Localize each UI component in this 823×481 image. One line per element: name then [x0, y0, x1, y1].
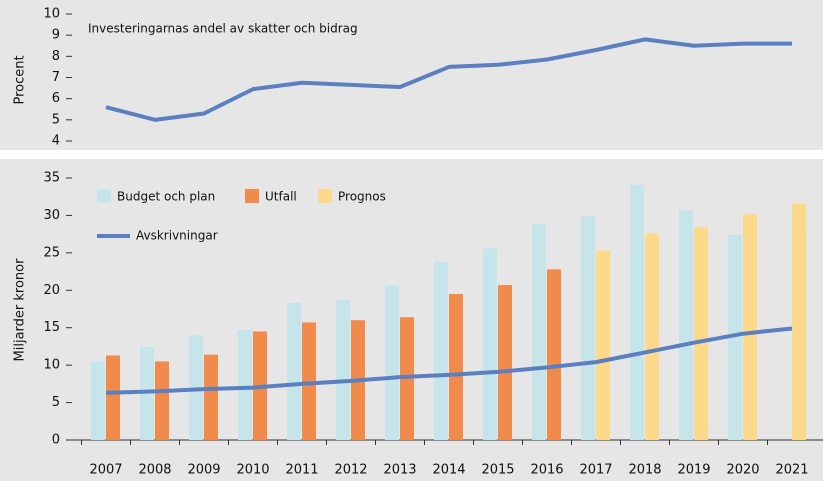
- y-tick-label: 7: [52, 70, 60, 85]
- x-tick-label: 2017: [579, 463, 612, 478]
- y-tick-label: 9: [52, 28, 60, 43]
- x-tick-label: 2012: [334, 463, 367, 478]
- y-axis-label: Miljarder kronor: [13, 258, 28, 362]
- separator: [0, 150, 823, 159]
- x-tick-label: 2009: [187, 463, 220, 478]
- y-tick-label: 30: [43, 208, 60, 223]
- y-tick-label: 6: [52, 91, 60, 106]
- legend-label: Budget och plan: [117, 190, 215, 204]
- y-tick-label: 10: [43, 358, 60, 373]
- legend-swatch: [318, 189, 332, 203]
- bar: [694, 227, 708, 440]
- y-tick-label: 25: [43, 245, 60, 260]
- bar: [743, 213, 757, 440]
- x-tick-label: 2016: [530, 463, 563, 478]
- bar: [106, 355, 120, 440]
- bar: [155, 361, 169, 440]
- legend-swatch: [245, 189, 259, 203]
- bar: [483, 248, 497, 440]
- bar: [630, 184, 644, 440]
- y-tick-label: 35: [43, 171, 60, 186]
- legend-label: Prognos: [338, 190, 386, 204]
- bar: [498, 285, 512, 440]
- bar: [547, 269, 561, 440]
- legend-label: Utfall: [265, 190, 297, 204]
- x-tick-label: 2019: [677, 463, 710, 478]
- line: [105, 37, 792, 122]
- y-tick-label: 20: [43, 283, 60, 298]
- y-tick-label: 8: [52, 49, 60, 64]
- x-tick-label: 2008: [138, 463, 171, 478]
- y-tick-label: 5: [52, 112, 60, 127]
- bar: [140, 347, 154, 440]
- y-axis-label: Procent: [13, 55, 28, 104]
- bar: [792, 203, 806, 440]
- bar: [679, 210, 693, 440]
- bar: [91, 361, 105, 440]
- bar: [385, 285, 399, 440]
- bar: [204, 354, 218, 440]
- legend-label: Avskrivningar: [136, 229, 218, 243]
- x-tick-label: 2011: [285, 463, 318, 478]
- bar: [532, 223, 546, 440]
- y-tick-label: 10: [43, 7, 60, 22]
- bar: [449, 294, 463, 440]
- bar: [728, 234, 742, 440]
- x-tick-label: 2018: [628, 463, 661, 478]
- bar: [238, 329, 252, 440]
- x-tick-label: 2015: [481, 463, 514, 478]
- x-tick-label: 2013: [383, 463, 416, 478]
- y-tick-label: 5: [52, 395, 60, 410]
- x-tick-label: 2007: [89, 463, 122, 478]
- x-tick-label: 2014: [432, 463, 465, 478]
- bar: [302, 322, 316, 440]
- line: [105, 326, 793, 395]
- bar: [336, 300, 350, 440]
- y-tick-label: 0: [52, 433, 60, 448]
- bar: [287, 303, 301, 440]
- legend-swatch: [97, 189, 111, 203]
- annotation: Investeringarnas andel av skatter och bi…: [88, 22, 358, 36]
- x-tick-label: 2021: [775, 463, 808, 478]
- bar: [645, 233, 659, 440]
- y-tick-label: 4: [52, 134, 60, 149]
- x-tick-label: 2020: [726, 463, 759, 478]
- x-tick-label: 2010: [236, 463, 269, 478]
- y-tick-label: 15: [43, 320, 60, 335]
- bar: [581, 216, 595, 440]
- bar: [596, 250, 610, 440]
- bar: [434, 261, 448, 440]
